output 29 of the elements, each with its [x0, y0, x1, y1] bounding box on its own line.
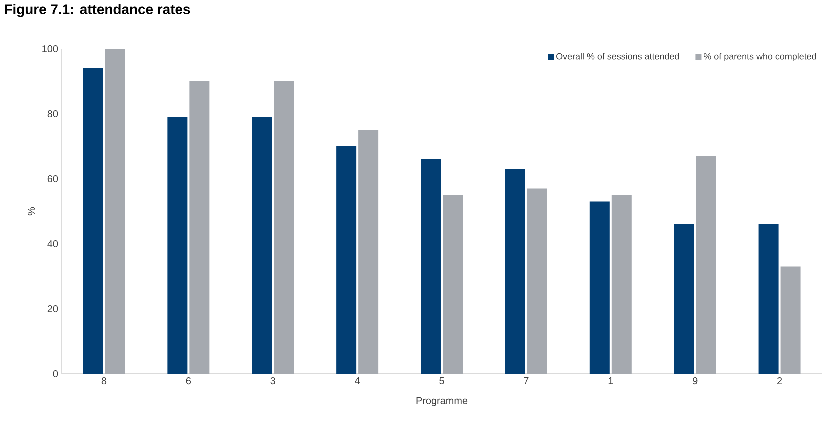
y-tick-label: 60 [48, 175, 58, 183]
legend-label: % of parents who completed [704, 53, 816, 62]
bar [674, 224, 694, 374]
y-tick-label: 100 [42, 45, 58, 53]
x-tick-label: 8 [102, 378, 107, 385]
bar [252, 117, 272, 374]
x-tick-label: 2 [778, 378, 782, 384]
y-tick-label: 0 [53, 370, 58, 378]
x-axis-title: Programme [416, 397, 468, 406]
bar [590, 202, 610, 374]
x-tick-label: 1 [608, 378, 614, 384]
y-tick-label: 20 [48, 305, 58, 313]
bar [336, 146, 357, 374]
x-tick-label: 7 [524, 378, 529, 384]
x-tick-label: 9 [693, 378, 698, 385]
bar [758, 224, 779, 374]
bar [505, 169, 526, 374]
x-tick-label: 6 [186, 378, 192, 385]
legend-label: Overall % of sessions attended [556, 53, 680, 60]
bar [421, 159, 442, 374]
y-tick-label: 80 [48, 110, 58, 118]
y-tick-label: 40 [48, 240, 58, 248]
y-axis-title: % [28, 207, 36, 216]
bar [168, 117, 188, 374]
x-tick-label: 5 [440, 378, 444, 384]
x-tick-label: 3 [270, 378, 276, 385]
x-tick-label: 4 [355, 378, 360, 384]
bar [83, 68, 104, 374]
chart-title: Figure 7.1: attendance rates [5, 4, 190, 18]
